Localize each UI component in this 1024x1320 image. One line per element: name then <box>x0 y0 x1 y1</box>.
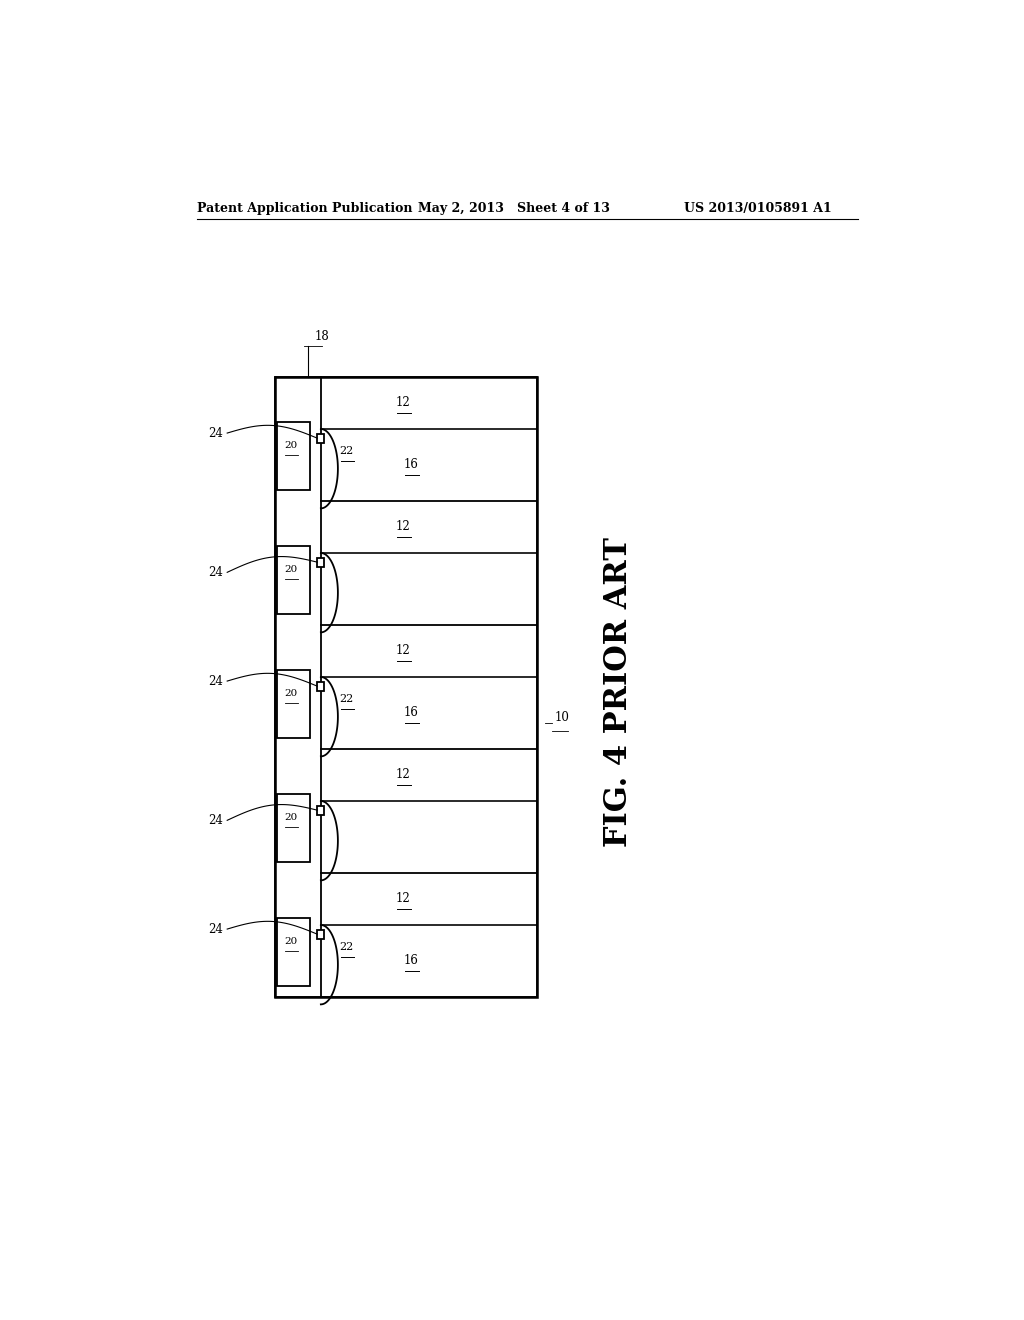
Bar <box>278 545 310 614</box>
Bar <box>278 793 310 862</box>
Text: 20: 20 <box>285 937 298 946</box>
Text: 12: 12 <box>395 520 411 533</box>
Text: US 2013/0105891 A1: US 2013/0105891 A1 <box>684 202 831 215</box>
Bar <box>317 805 325 814</box>
Text: 24: 24 <box>208 566 223 578</box>
Text: 20: 20 <box>285 689 298 698</box>
Text: 22: 22 <box>340 941 354 952</box>
Text: May 2, 2013   Sheet 4 of 13: May 2, 2013 Sheet 4 of 13 <box>418 202 609 215</box>
Bar <box>317 681 325 690</box>
Bar <box>278 917 310 986</box>
Text: 20: 20 <box>285 565 298 574</box>
Text: 16: 16 <box>404 458 419 471</box>
Text: FIG. 4 PRIOR ART: FIG. 4 PRIOR ART <box>602 537 634 847</box>
Bar <box>278 669 310 738</box>
Text: 12: 12 <box>395 892 411 906</box>
Text: 22: 22 <box>340 693 354 704</box>
Text: Patent Application Publication: Patent Application Publication <box>197 202 413 215</box>
Text: 12: 12 <box>395 768 411 781</box>
Text: 10: 10 <box>554 711 569 725</box>
Text: 20: 20 <box>285 441 298 450</box>
Text: 12: 12 <box>395 396 411 409</box>
Bar <box>317 929 325 939</box>
Bar <box>317 557 325 566</box>
Text: 20: 20 <box>285 813 298 822</box>
Text: 16: 16 <box>404 954 419 968</box>
Text: 16: 16 <box>404 706 419 719</box>
Text: 22: 22 <box>340 446 354 455</box>
Text: 18: 18 <box>314 330 330 343</box>
Text: 24: 24 <box>208 675 223 688</box>
Bar <box>278 421 310 490</box>
Text: 24: 24 <box>208 426 223 440</box>
Text: 12: 12 <box>395 644 411 657</box>
Text: 24: 24 <box>208 923 223 936</box>
Bar <box>274 378 537 997</box>
Bar <box>317 433 325 442</box>
Text: 24: 24 <box>208 814 223 826</box>
Bar <box>274 378 537 997</box>
